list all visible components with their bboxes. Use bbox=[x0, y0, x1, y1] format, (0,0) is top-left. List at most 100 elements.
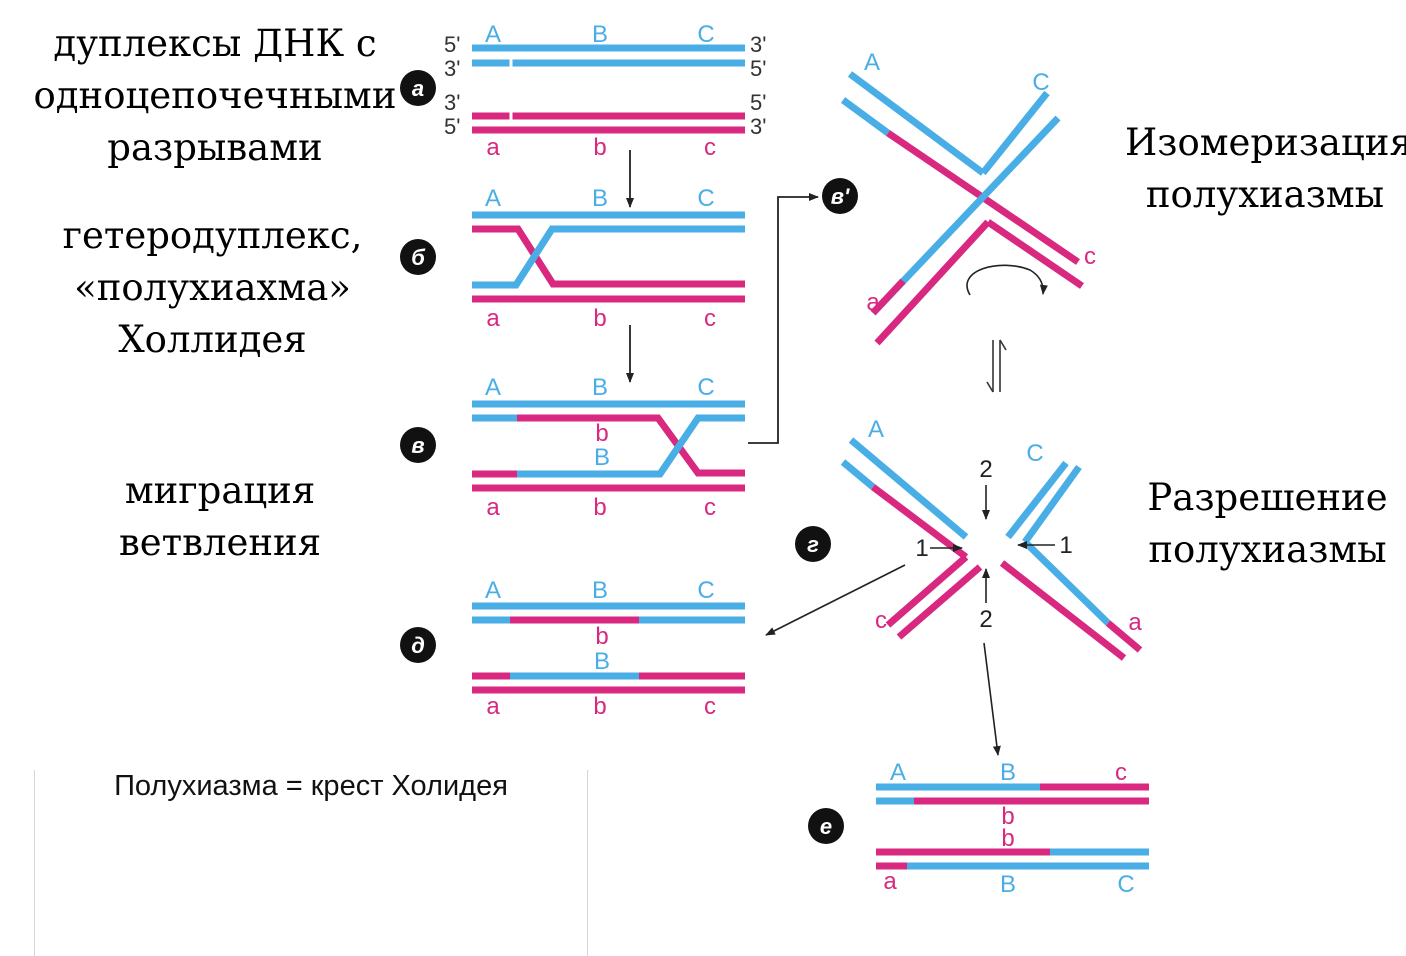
cut-site-1-left: 1 bbox=[915, 535, 928, 562]
allele-b: b bbox=[593, 305, 606, 332]
caption-migration: миграция ветвления bbox=[118, 469, 322, 564]
allele-C: C bbox=[697, 577, 714, 604]
caption-isomerization: Изомеризация полухиазмы bbox=[1125, 121, 1406, 216]
step-v-prime-letter: в' bbox=[831, 184, 850, 209]
step-e-badge bbox=[808, 808, 844, 844]
step-v-prime: в' A C c a bbox=[822, 49, 1096, 346]
label-5prime: 5' bbox=[444, 32, 460, 57]
label-5prime: 5' bbox=[444, 114, 460, 139]
step-d-badge bbox=[400, 627, 436, 663]
caption-heteroduplex: гетеродуплекс, «полухиахма» Холлидея bbox=[62, 214, 363, 361]
allele-C: C bbox=[697, 374, 714, 401]
allele-a: a bbox=[866, 289, 880, 316]
caption-resolution: Разрешение полухиазмы bbox=[1147, 476, 1388, 571]
step-v: в A B C b B a b c bbox=[400, 374, 745, 521]
allele-b: b bbox=[1001, 803, 1014, 830]
allele-A: A bbox=[868, 416, 884, 443]
allele-a: a bbox=[1128, 609, 1142, 636]
step-a-letter: а bbox=[412, 76, 424, 101]
allele-C: C bbox=[1117, 871, 1134, 898]
blue-arm-upper-right-inner bbox=[1005, 460, 1069, 540]
cut-site-2-top: 2 bbox=[979, 456, 992, 483]
allele-B: B bbox=[592, 374, 608, 401]
blue-arm-upper-right bbox=[980, 90, 1050, 176]
blue-arm-left bbox=[840, 97, 891, 136]
equilibrium-arrows-icon bbox=[986, 339, 1007, 393]
label-3prime: 3' bbox=[750, 114, 766, 139]
blue-arm-lower-right bbox=[1022, 539, 1111, 626]
step-b-letter: б bbox=[411, 245, 426, 270]
allele-B: B bbox=[1000, 871, 1016, 898]
step-v-letter: в bbox=[411, 433, 424, 458]
allele-A: A bbox=[890, 759, 906, 786]
label-5prime: 5' bbox=[750, 90, 766, 115]
step-a-badge bbox=[400, 70, 436, 106]
allele-a: a bbox=[486, 494, 500, 521]
allele-C: C bbox=[1032, 69, 1049, 96]
allele-a: a bbox=[486, 134, 500, 161]
allele-a: a bbox=[486, 305, 500, 332]
step-b: б A B C a b c bbox=[400, 185, 745, 332]
arrow-v-to-v-prime bbox=[748, 193, 819, 444]
magenta-arm-lower-right bbox=[986, 219, 1084, 289]
allele-B: B bbox=[1000, 759, 1016, 786]
cut-site-2-bottom: 2 bbox=[979, 606, 992, 633]
cut-site-1-right: 1 bbox=[1059, 532, 1072, 559]
step-d-letter: д bbox=[411, 633, 425, 658]
allele-C: C bbox=[697, 21, 714, 48]
magenta-arm-lower-left-outer bbox=[896, 564, 983, 640]
allele-b: b bbox=[593, 693, 606, 720]
label-3prime: 3' bbox=[750, 32, 766, 57]
blue-arm-left bbox=[840, 459, 876, 490]
allele-b: b bbox=[595, 623, 608, 650]
blue-crossing-strand bbox=[472, 225, 745, 289]
step-v-prime-badge bbox=[822, 178, 858, 214]
allele-c: c bbox=[704, 494, 716, 521]
step-d: д A B C b B a b c bbox=[400, 577, 745, 720]
allele-b: b bbox=[1001, 825, 1014, 852]
magenta-arm-lower-left-inner bbox=[885, 554, 969, 628]
step-g-badge bbox=[795, 526, 831, 562]
blue-migrated-strand bbox=[517, 414, 745, 478]
allele-b: b bbox=[593, 134, 606, 161]
step-e-letter: е bbox=[820, 814, 832, 839]
magenta-crossing-strand bbox=[472, 225, 745, 288]
rotation-arrow-icon bbox=[966, 264, 1048, 296]
magenta-migrated-strand bbox=[517, 414, 745, 477]
holliday-note: Полухиазма = крест Холидея bbox=[114, 770, 508, 802]
magenta-arm-lower-right bbox=[999, 560, 1127, 661]
allele-a: a bbox=[486, 693, 500, 720]
allele-c: c bbox=[704, 305, 716, 332]
allele-A: A bbox=[864, 49, 880, 76]
step-v-badge bbox=[400, 427, 436, 463]
allele-A: A bbox=[485, 185, 501, 212]
allele-c: c bbox=[1115, 759, 1127, 786]
arrow-g-to-e bbox=[983, 642, 1001, 756]
allele-c: c bbox=[875, 607, 887, 634]
step-e: е A B c b b a B C bbox=[808, 759, 1149, 898]
allele-c: c bbox=[704, 134, 716, 161]
allele-B: B bbox=[594, 648, 610, 675]
allele-b: b bbox=[593, 494, 606, 521]
step-g: г A C c a 2 2 1 1 bbox=[795, 416, 1142, 661]
allele-B: B bbox=[592, 21, 608, 48]
label-5prime: 5' bbox=[750, 56, 766, 81]
blue-arm-upper-left bbox=[848, 437, 969, 540]
allele-B: B bbox=[594, 444, 610, 471]
label-3prime: 3' bbox=[444, 56, 460, 81]
allele-A: A bbox=[485, 21, 501, 48]
magenta-arm-left-inner bbox=[870, 484, 969, 560]
blue-arm-upper-right-outer bbox=[1022, 464, 1082, 545]
caption-duplexes: дуплексы ДНК с одноцепочечными разрывами bbox=[33, 22, 397, 169]
allele-C: C bbox=[1026, 440, 1043, 467]
allele-C: C bbox=[697, 185, 714, 212]
allele-c: c bbox=[704, 693, 716, 720]
allele-B: B bbox=[592, 185, 608, 212]
allele-B: B bbox=[592, 577, 608, 604]
magenta-arm-lower-left bbox=[874, 219, 991, 346]
blue-arm-diagonal bbox=[870, 115, 1061, 316]
allele-b: b bbox=[595, 420, 608, 447]
allele-A: A bbox=[485, 374, 501, 401]
arrow-g-to-d bbox=[765, 564, 906, 636]
